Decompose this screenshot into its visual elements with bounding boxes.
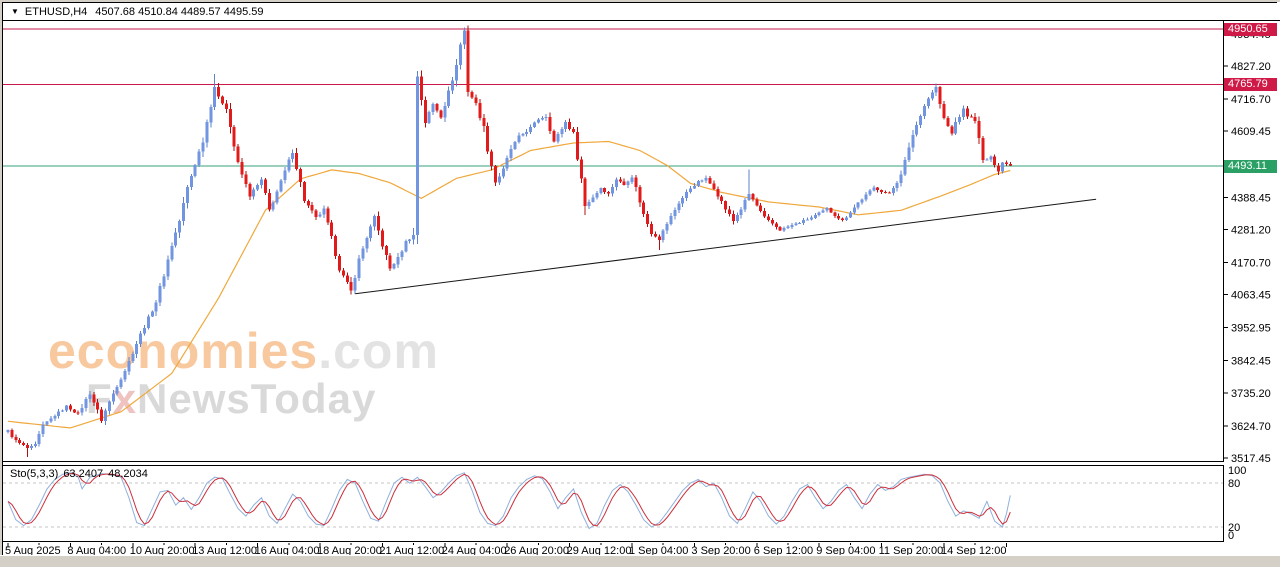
svg-text:3 Sep 20:00: 3 Sep 20:00 [691,545,750,557]
price-axis: 4934.454827.204716.704609.454388.454281.… [1224,29,1271,465]
svg-text:100: 100 [1228,465,1246,477]
level-lines[interactable] [3,28,1223,167]
svg-text:4063.45: 4063.45 [1231,290,1271,302]
svg-text:3624.70: 3624.70 [1231,421,1271,433]
svg-text:4827.20: 4827.20 [1231,61,1271,73]
moving-average-line [7,140,1011,429]
svg-text:8 Aug 04:00: 8 Aug 04:00 [67,545,126,557]
svg-text:26 Aug 20:00: 26 Aug 20:00 [504,545,569,557]
stochastic-k-value: 63.2407 [63,468,104,480]
svg-text:9 Sep 04:00: 9 Sep 04:00 [816,545,875,557]
chart-symbol-bar: ▼ ETHUSD,H4 4507.68 4510.84 4489.57 4495… [3,3,1280,21]
svg-text:3517.45: 3517.45 [1231,453,1271,465]
watermark: economies.com FxNewsToday [48,326,439,420]
horizontal-scrollbar[interactable] [0,555,1280,567]
stochastic-d-line [7,473,1011,527]
watermark-brand-name: economies [48,323,319,379]
stochastic-name: Sto(5,3,3) [10,468,59,480]
stochastic-label: Sto(5,3,3) 63.2407 48.2034 [10,468,153,480]
svg-text:3735.20: 3735.20 [1231,388,1271,400]
svg-text:14 Sep 12:00: 14 Sep 12:00 [941,545,1006,557]
window-frame-left [0,0,2,555]
svg-text:11 Sep 20:00: 11 Sep 20:00 [879,545,944,557]
svg-text:4170.70: 4170.70 [1231,258,1271,270]
svg-text:21 Aug 12:00: 21 Aug 12:00 [379,545,444,557]
svg-text:4388.45: 4388.45 [1231,192,1271,204]
watermark-brand-suffix: .com [318,323,439,379]
svg-text:4716.70: 4716.70 [1231,94,1271,106]
svg-text:20: 20 [1228,522,1240,534]
ascending-trendline[interactable] [355,198,1097,295]
svg-text:5 Aug 2025: 5 Aug 2025 [5,545,61,557]
svg-text:1 Sep 04:00: 1 Sep 04:00 [629,545,688,557]
symbol-timeframe-label: ETHUSD,H4 [24,5,88,18]
window-frame-top [0,0,1280,2]
svg-text:3952.95: 3952.95 [1231,323,1271,335]
price-level-badge: 4950.65 [1224,22,1277,36]
watermark-brand: economies.com [48,326,439,376]
price-level-badge: 4765.79 [1224,77,1277,91]
price-level-badge: 4493.11 [1224,159,1277,173]
svg-text:13 Aug 12:00: 13 Aug 12:00 [192,545,257,557]
svg-text:6 Sep 12:00: 6 Sep 12:00 [754,545,813,557]
svg-text:18 Aug 20:00: 18 Aug 20:00 [317,545,382,557]
svg-text:3842.45: 3842.45 [1231,356,1271,368]
svg-text:4609.45: 4609.45 [1231,126,1271,138]
stochastic-k-line [7,472,1011,530]
svg-text:80: 80 [1228,478,1240,490]
ohlc-values: 4507.68 4510.84 4489.57 4495.59 [95,5,264,18]
svg-text:29 Aug 12:00: 29 Aug 12:00 [567,545,632,557]
stochastic-d-value: 48.2034 [108,468,148,480]
svg-text:16 Aug 04:00: 16 Aug 04:00 [255,545,320,557]
svg-text:24 Aug 04:00: 24 Aug 04:00 [442,545,507,557]
svg-text:0: 0 [1228,530,1234,542]
window-frame [2,2,1277,555]
candlesticks [6,25,1012,458]
watermark-sub-name: NewsToday [137,375,377,422]
symbol-dropdown-icon[interactable]: ▼ [11,7,19,16]
svg-text:10 Aug 20:00: 10 Aug 20:00 [130,545,195,557]
svg-text:4281.20: 4281.20 [1231,224,1271,236]
